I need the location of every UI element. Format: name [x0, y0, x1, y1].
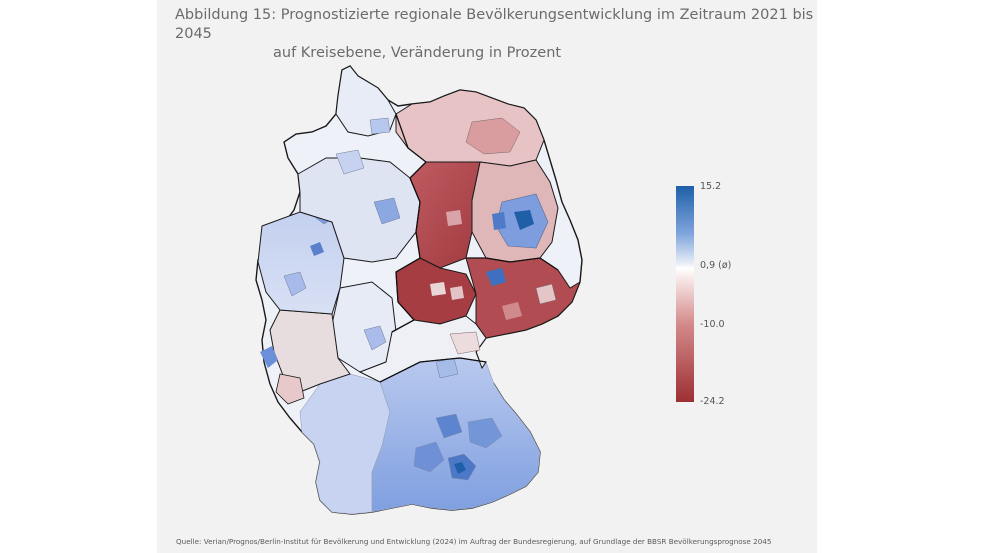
border-east-west	[391, 113, 427, 333]
border-sachsen-north	[466, 257, 559, 271]
region-berlin	[514, 210, 534, 230]
region-hamburg	[369, 117, 391, 135]
figure-title: Abbildung 15: Prognostizierte regionale …	[175, 6, 815, 63]
region-chemnitz	[502, 302, 522, 320]
legend-max-label: 15.2	[700, 181, 722, 192]
region-mv-inner	[465, 117, 521, 155]
border-bavaria-north	[379, 357, 487, 383]
title-line-2: auf Kreisebene, Veränderung in Prozent	[273, 45, 562, 61]
legend-colorbar	[676, 186, 694, 402]
region-upper-franconia	[449, 331, 481, 355]
region-weimar	[450, 286, 464, 300]
region-franken	[358, 315, 487, 383]
region-west-blue-dot	[310, 242, 324, 256]
region-nrw	[257, 211, 345, 315]
region-rlp	[269, 309, 351, 393]
region-munich-core	[454, 462, 466, 474]
region-bremen-area	[335, 149, 365, 175]
region-magdeburg	[446, 210, 462, 226]
region-potsdam	[492, 212, 506, 230]
region-hannover	[373, 197, 401, 225]
region-cologne	[283, 271, 307, 297]
source-note: Quelle: Verian/Prognos/Berlin-Institut f…	[176, 537, 772, 546]
legend-min-label: -24.2	[700, 396, 725, 407]
legend-mid-label: 0,9 (ø)	[700, 260, 732, 271]
region-aachen	[260, 346, 278, 368]
region-niedersachsen	[297, 157, 421, 263]
region-augsburg-area	[413, 441, 445, 473]
region-south-bavaria	[371, 357, 541, 513]
title-line-1: Abbildung 15: Prognostizierte regionale …	[175, 7, 814, 42]
region-saarland	[275, 373, 305, 405]
region-ingolstadt-area	[435, 413, 463, 439]
region-regensburg-area	[467, 417, 503, 449]
germany-district-map	[255, 65, 583, 515]
legend-low-label: -10.0	[700, 319, 725, 330]
region-leipzig	[485, 267, 507, 287]
region-frankfurt	[363, 325, 387, 351]
region-erfurt	[430, 282, 446, 296]
region-dresden	[535, 283, 557, 305]
